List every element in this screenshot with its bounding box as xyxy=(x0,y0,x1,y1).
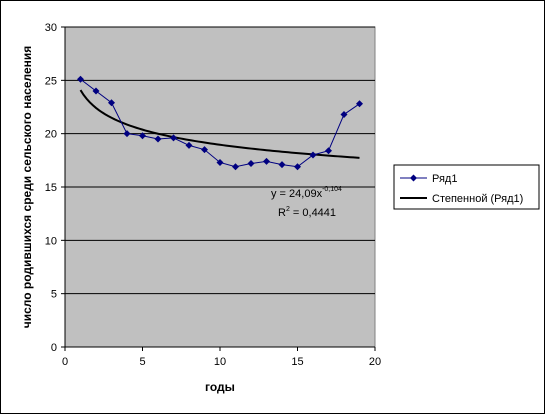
legend-series-label: Ряд1 xyxy=(432,173,457,185)
data-point xyxy=(92,87,100,95)
svg-text:y = 24,09x-0,104: y = 24,09x-0,104 xyxy=(271,186,342,200)
y-tick-label: 5 xyxy=(51,289,57,301)
series-layer xyxy=(77,75,363,171)
equation-prefix: y = 24,09x xyxy=(271,188,323,200)
y-tick-label: 15 xyxy=(45,182,57,194)
data-point xyxy=(216,158,224,166)
y-tick-label: 25 xyxy=(45,75,57,87)
trendline-equation: y = 24,09x-0,104 R2 = 0,4441 xyxy=(271,186,342,219)
legend-series-marker xyxy=(410,174,417,182)
r2-value: = 0,4441 xyxy=(290,207,336,219)
y-tick-label: 0 xyxy=(51,342,57,354)
legend: Ряд1 Степенной (Ряд1) xyxy=(393,164,540,210)
legend-trendline-label: Степенной (Ряд1) xyxy=(432,193,523,205)
data-point xyxy=(356,100,363,108)
data-point xyxy=(340,110,348,118)
data-point xyxy=(139,132,146,140)
data-point xyxy=(294,163,301,171)
data-point xyxy=(108,99,115,107)
x-tick-label: 0 xyxy=(62,356,68,368)
y-tick-label: 30 xyxy=(45,22,57,34)
y-tick-label: 20 xyxy=(45,129,57,141)
r2-sup: 2 xyxy=(286,206,290,213)
data-point xyxy=(185,141,193,149)
data-point xyxy=(232,163,239,171)
data-point xyxy=(77,75,84,83)
legend-box xyxy=(393,164,540,210)
y-tick-label: 10 xyxy=(45,235,57,247)
data-point xyxy=(154,135,162,143)
data-point xyxy=(247,160,255,168)
x-tick-label: 5 xyxy=(139,356,145,368)
data-point xyxy=(201,146,208,154)
data-point xyxy=(170,134,177,142)
x-tick-label: 10 xyxy=(214,356,226,368)
r2-label: R xyxy=(278,207,286,219)
y-axis-title: число родившихся среди сельского населен… xyxy=(20,46,34,329)
x-axis-title: годы xyxy=(205,380,235,394)
data-point xyxy=(278,161,286,169)
x-tick-label: 20 xyxy=(369,356,381,368)
data-point xyxy=(309,151,317,159)
equation-exponent: -0,104 xyxy=(322,186,342,193)
axis-layer: 0 5 10 15 20 25 30 0 5 10 15 20 xyxy=(45,22,381,368)
data-point xyxy=(123,130,131,138)
data-point xyxy=(263,157,270,165)
x-tick-label: 15 xyxy=(291,356,303,368)
grid-layer xyxy=(65,26,375,295)
data-point xyxy=(325,147,332,155)
svg-text:R2 = 0,4441: R2 = 0,4441 xyxy=(278,206,336,219)
